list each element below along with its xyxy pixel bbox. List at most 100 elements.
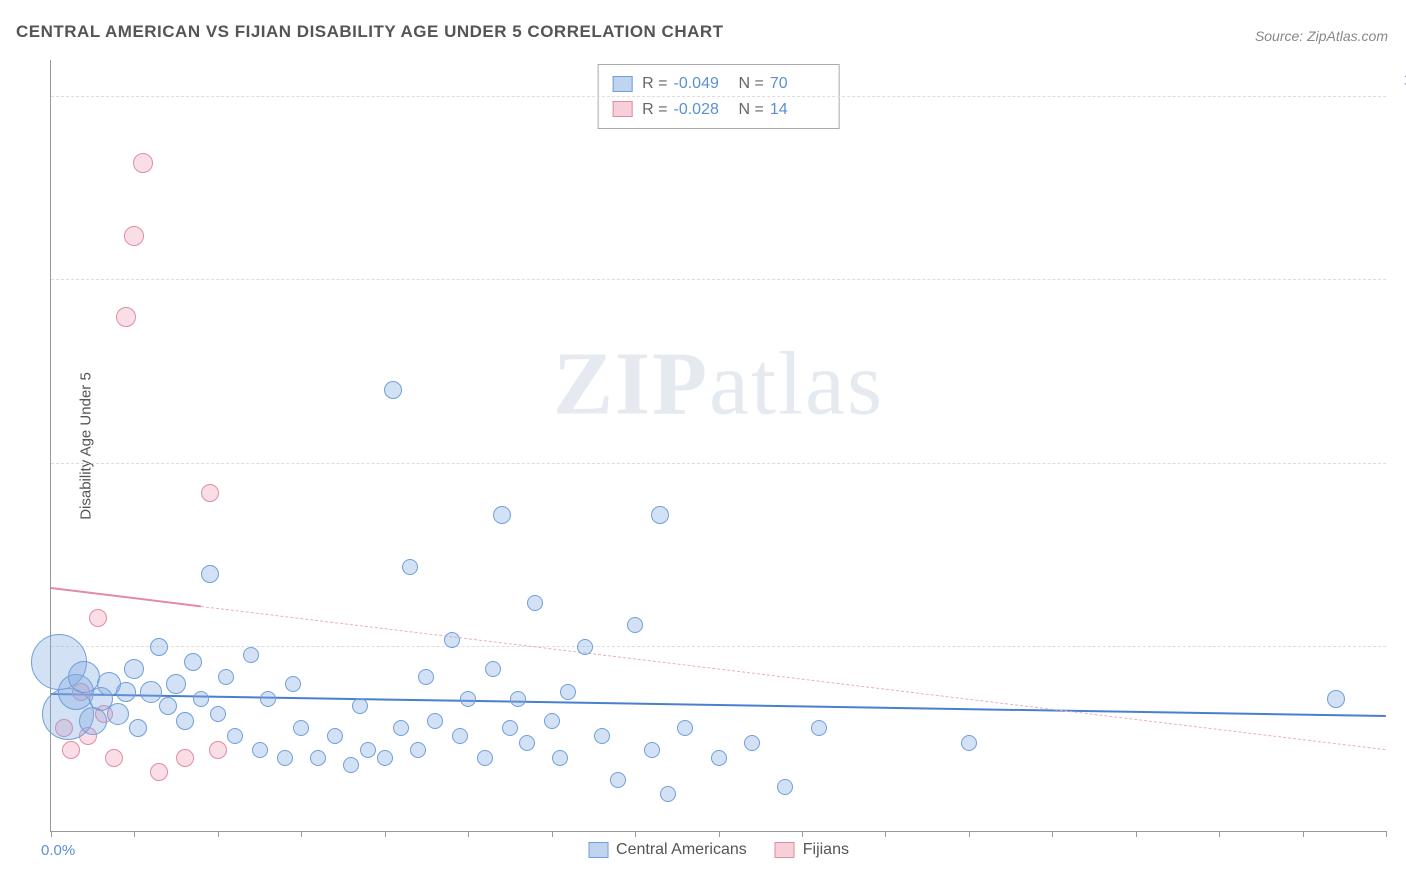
data-point-series1 bbox=[193, 691, 209, 707]
x-tick bbox=[1219, 831, 1220, 837]
n-value: 70 bbox=[770, 71, 825, 97]
x-axis-min-label: 0.0% bbox=[41, 842, 75, 859]
x-tick bbox=[218, 831, 219, 837]
data-point-series2 bbox=[62, 741, 80, 759]
legend-label: Central Americans bbox=[616, 841, 747, 859]
x-tick bbox=[1136, 831, 1137, 837]
x-tick bbox=[51, 831, 52, 837]
data-point-series1 bbox=[777, 779, 793, 795]
data-point-series1 bbox=[166, 674, 186, 694]
data-point-series1 bbox=[402, 559, 418, 575]
y-tick-label: 2.5% bbox=[1391, 622, 1406, 639]
data-point-series1 bbox=[502, 720, 518, 736]
r-label: R = bbox=[642, 71, 667, 97]
swatch-icon bbox=[612, 76, 632, 92]
trendline-series2-solid bbox=[51, 587, 201, 607]
data-point-series1 bbox=[560, 684, 576, 700]
legend-item-series2: Fijians bbox=[775, 841, 849, 859]
data-point-series1 bbox=[343, 757, 359, 773]
data-point-series1 bbox=[79, 707, 107, 735]
data-point-series1 bbox=[510, 691, 526, 707]
n-label: N = bbox=[739, 71, 764, 97]
data-point-series1 bbox=[116, 682, 136, 702]
data-point-series1 bbox=[811, 720, 827, 736]
data-point-series1 bbox=[218, 669, 234, 685]
data-point-series1 bbox=[660, 786, 676, 802]
data-point-series1 bbox=[352, 698, 368, 714]
x-tick bbox=[719, 831, 720, 837]
chart-title: CENTRAL AMERICAN VS FIJIAN DISABILITY AG… bbox=[16, 22, 724, 42]
data-point-series1 bbox=[594, 728, 610, 744]
data-point-series1 bbox=[293, 720, 309, 736]
data-point-series1 bbox=[150, 638, 168, 656]
data-point-series1 bbox=[544, 713, 560, 729]
gridline bbox=[51, 463, 1386, 464]
data-point-series2 bbox=[89, 609, 107, 627]
legend-item-series1: Central Americans bbox=[588, 841, 747, 859]
x-tick bbox=[552, 831, 553, 837]
watermark-light: atlas bbox=[709, 334, 884, 433]
data-point-series2 bbox=[176, 749, 194, 767]
data-point-series1 bbox=[418, 669, 434, 685]
n-value: 14 bbox=[770, 97, 825, 123]
watermark-bold: ZIP bbox=[553, 334, 709, 433]
data-point-series2 bbox=[124, 226, 144, 246]
chart-plot-area: ZIPatlas R = -0.049 N = 70 R = -0.028 N … bbox=[50, 60, 1386, 832]
data-point-series1 bbox=[519, 735, 535, 751]
data-point-series1 bbox=[644, 742, 660, 758]
legend-label: Fijians bbox=[803, 841, 849, 859]
data-point-series1 bbox=[444, 632, 460, 648]
data-point-series1 bbox=[485, 661, 501, 677]
data-point-series1 bbox=[377, 750, 393, 766]
r-label: R = bbox=[642, 97, 667, 123]
data-point-series1 bbox=[176, 712, 194, 730]
r-value: -0.028 bbox=[674, 97, 729, 123]
y-tick-label: 5.0% bbox=[1391, 438, 1406, 455]
data-point-series1 bbox=[360, 742, 376, 758]
x-tick bbox=[635, 831, 636, 837]
chart-legend: Central Americans Fijians bbox=[588, 841, 849, 859]
y-tick-label: 7.5% bbox=[1391, 255, 1406, 272]
x-tick bbox=[802, 831, 803, 837]
data-point-series1 bbox=[527, 595, 543, 611]
x-tick bbox=[885, 831, 886, 837]
trendline-series1 bbox=[51, 693, 1386, 717]
data-point-series1 bbox=[651, 506, 669, 524]
data-point-series1 bbox=[711, 750, 727, 766]
data-point-series1 bbox=[1327, 690, 1345, 708]
stat-row-series2: R = -0.028 N = 14 bbox=[612, 97, 825, 123]
data-point-series1 bbox=[277, 750, 293, 766]
data-point-series1 bbox=[227, 728, 243, 744]
data-point-series1 bbox=[107, 703, 129, 725]
data-point-series2 bbox=[209, 741, 227, 759]
data-point-series1 bbox=[184, 653, 202, 671]
data-point-series1 bbox=[627, 617, 643, 633]
data-point-series1 bbox=[285, 676, 301, 692]
data-point-series1 bbox=[410, 742, 426, 758]
data-point-series1 bbox=[452, 728, 468, 744]
data-point-series1 bbox=[493, 506, 511, 524]
data-point-series1 bbox=[201, 565, 219, 583]
data-point-series1 bbox=[310, 750, 326, 766]
gridline bbox=[51, 96, 1386, 97]
data-point-series1 bbox=[327, 728, 343, 744]
data-point-series1 bbox=[124, 659, 144, 679]
swatch-icon bbox=[612, 101, 632, 117]
x-tick bbox=[1052, 831, 1053, 837]
data-point-series1 bbox=[140, 681, 162, 703]
data-point-series1 bbox=[210, 706, 226, 722]
data-point-series1 bbox=[159, 697, 177, 715]
data-point-series2 bbox=[116, 307, 136, 327]
data-point-series1 bbox=[477, 750, 493, 766]
data-point-series1 bbox=[610, 772, 626, 788]
data-point-series1 bbox=[577, 639, 593, 655]
data-point-series1 bbox=[961, 735, 977, 751]
n-label: N = bbox=[739, 97, 764, 123]
data-point-series2 bbox=[201, 484, 219, 502]
x-tick bbox=[385, 831, 386, 837]
data-point-series1 bbox=[129, 719, 147, 737]
swatch-icon bbox=[588, 842, 608, 858]
data-point-series1 bbox=[393, 720, 409, 736]
x-tick bbox=[969, 831, 970, 837]
data-point-series1 bbox=[427, 713, 443, 729]
